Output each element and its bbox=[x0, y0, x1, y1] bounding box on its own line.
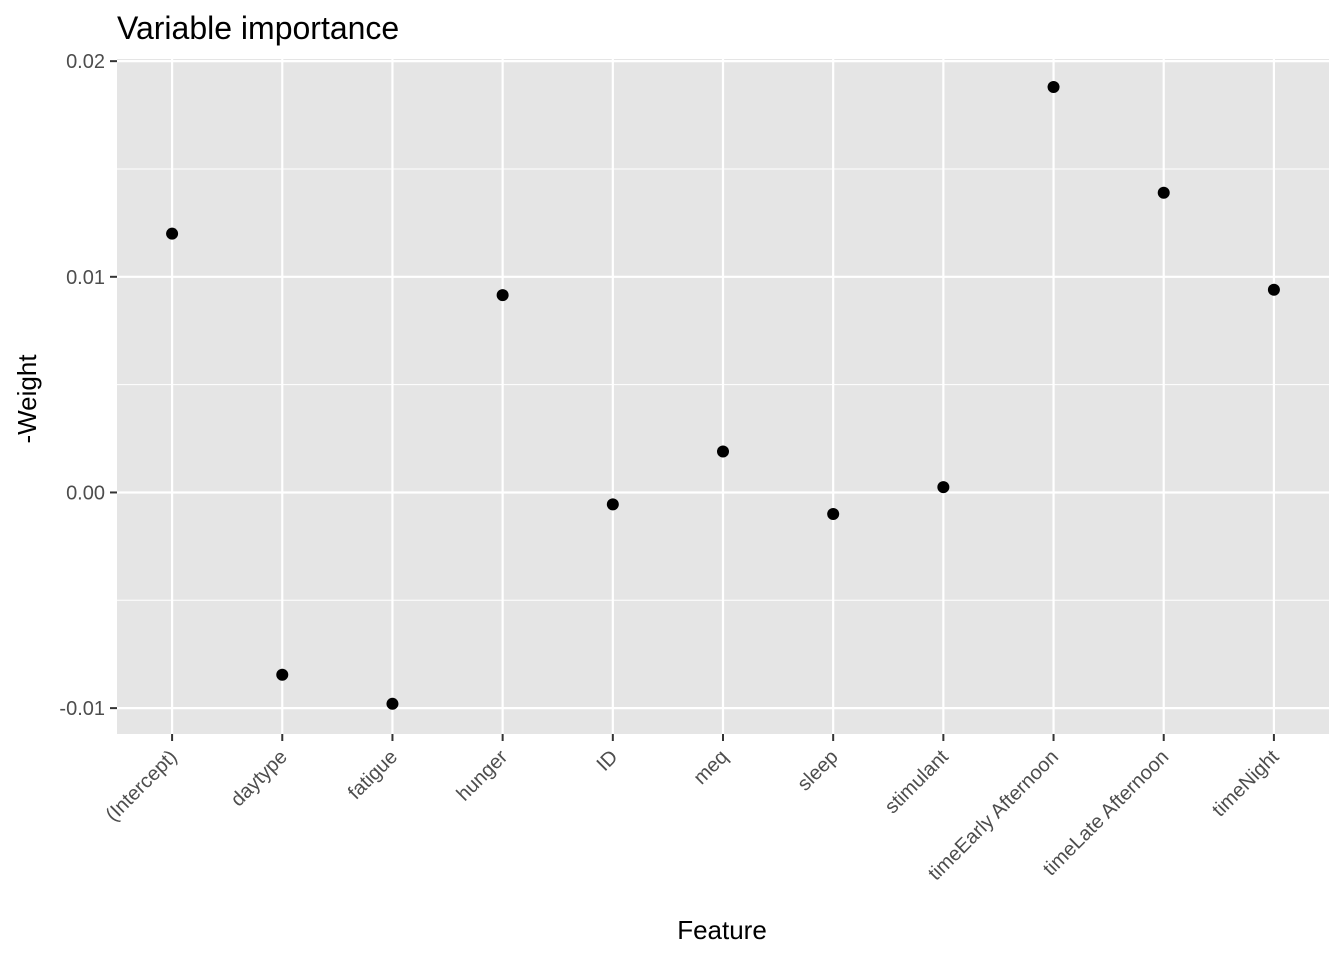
x-tick-label: daytype bbox=[227, 746, 292, 811]
data-point bbox=[276, 668, 289, 681]
x-axis-title: Feature bbox=[677, 915, 767, 945]
data-point bbox=[1157, 186, 1170, 199]
major-gridlines bbox=[117, 59, 1329, 734]
data-points bbox=[166, 81, 1280, 710]
data-point bbox=[386, 697, 399, 710]
data-point bbox=[166, 227, 179, 240]
x-tick-label: timeNight bbox=[1208, 746, 1284, 822]
x-tick-label: ID bbox=[593, 746, 623, 776]
x-tick-label: timeLate Afternoon bbox=[1039, 746, 1173, 880]
data-point bbox=[937, 481, 950, 494]
data-point bbox=[1047, 81, 1060, 94]
x-tick-label: sleep bbox=[793, 746, 842, 795]
data-point bbox=[496, 289, 509, 302]
x-tick-label: stimulant bbox=[881, 746, 953, 818]
x-tick-label: meq bbox=[689, 746, 732, 789]
y-axis-title: -Weight bbox=[12, 354, 42, 444]
y-tick-label: 0.02 bbox=[66, 51, 105, 73]
data-point bbox=[1267, 283, 1280, 296]
y-tick-label: 0.00 bbox=[66, 482, 105, 504]
data-point bbox=[717, 445, 729, 458]
x-tick-label: fatigue bbox=[344, 746, 402, 804]
y-axis: -0.01 0.00 0.01 0.02 bbox=[59, 51, 117, 720]
data-point bbox=[827, 508, 840, 521]
data-point bbox=[606, 498, 619, 511]
x-tick-label: hunger bbox=[453, 746, 513, 806]
x-axis: (Intercept) daytype fatigue hunger ID meq slee… bbox=[102, 734, 1284, 885]
x-tick-label: (Intercept) bbox=[102, 746, 182, 826]
y-tick-label: 0.01 bbox=[66, 267, 105, 289]
chart-title: Variable importance bbox=[117, 10, 399, 46]
y-tick-label: -0.01 bbox=[59, 698, 105, 720]
